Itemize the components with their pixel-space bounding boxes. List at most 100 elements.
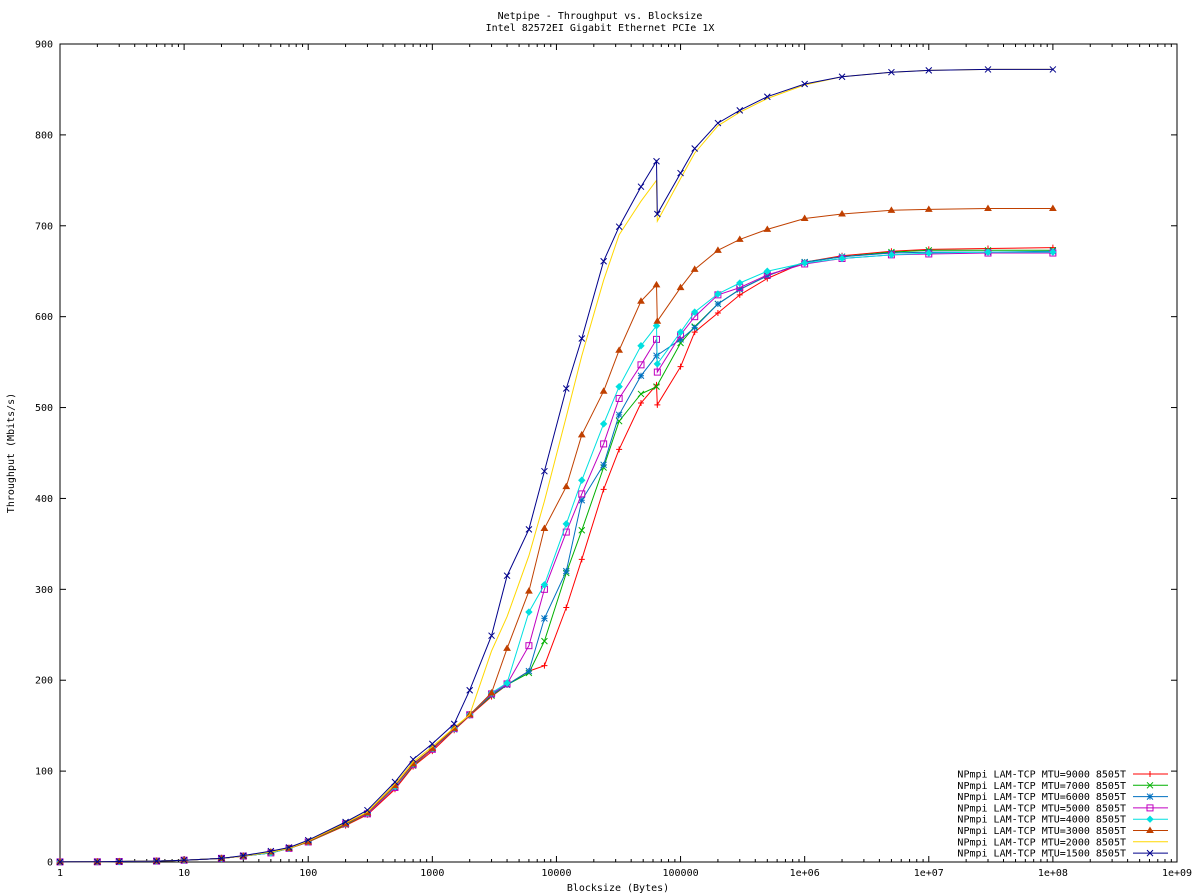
x-marker xyxy=(637,390,645,398)
x-marker xyxy=(838,73,846,81)
x-marker xyxy=(541,467,548,475)
star-marker xyxy=(677,336,684,343)
x-tick-label: 1000 xyxy=(420,868,444,879)
star-marker xyxy=(714,300,722,308)
legend-label: NPmpi LAM-TCP MTU=9000 8505T xyxy=(957,770,1126,781)
y-tick-label: 800 xyxy=(35,130,53,141)
triangle-marker xyxy=(1146,826,1154,833)
series-layer xyxy=(56,66,1057,866)
diamond-marker xyxy=(615,382,623,391)
star-marker xyxy=(562,567,570,575)
x-marker xyxy=(285,844,293,851)
x-marker xyxy=(218,855,225,862)
x-marker xyxy=(888,68,895,76)
diamond-marker xyxy=(503,679,511,687)
legend-label: NPmpi LAM-TCP MTU=6000 8505T xyxy=(957,792,1126,803)
diamond-marker xyxy=(800,259,809,267)
triangle-marker xyxy=(690,265,699,272)
star-marker xyxy=(525,667,533,675)
x-marker xyxy=(180,856,188,864)
star-marker xyxy=(637,372,645,380)
chart-subtitle: Intel 82572EI Gigabit Ethernet PCIe 1X xyxy=(486,23,715,34)
star-marker xyxy=(578,496,586,504)
x-marker xyxy=(391,778,399,786)
diamond-marker xyxy=(1146,815,1154,823)
plus-marker xyxy=(1147,771,1153,777)
triangle-marker xyxy=(487,688,496,696)
chart-title: Netpipe - Throughput vs. Blocksize xyxy=(498,11,703,22)
star-marker xyxy=(736,286,744,293)
x-marker xyxy=(488,632,495,640)
diamond-marker xyxy=(540,581,549,589)
legend-label: NPmpi LAM-TCP MTU=7000 8505T xyxy=(957,781,1126,792)
y-tick-label: 600 xyxy=(35,312,53,323)
x-marker xyxy=(115,858,123,865)
plus-marker xyxy=(578,556,585,563)
y-tick-label: 700 xyxy=(35,221,53,232)
diamond-marker xyxy=(653,360,662,368)
triangle-marker xyxy=(599,387,608,394)
triangle-marker xyxy=(984,204,992,212)
triangle-marker xyxy=(540,524,549,531)
x-marker xyxy=(562,385,570,392)
square-marker xyxy=(1146,804,1154,812)
plus-marker xyxy=(714,310,721,317)
diamond-marker xyxy=(925,249,933,257)
x-marker xyxy=(267,847,275,855)
y-tick-label: 200 xyxy=(35,676,53,687)
x-marker xyxy=(541,637,548,645)
x-tick-label: 1e+06 xyxy=(790,868,820,879)
y-tick-label: 0 xyxy=(47,858,53,869)
star-marker xyxy=(691,324,699,331)
y-tick-label: 100 xyxy=(35,767,53,778)
diamond-marker xyxy=(1049,248,1057,256)
x-tick-label: 1e+08 xyxy=(1038,868,1068,879)
series-8 xyxy=(56,66,1057,866)
legend-label: NPmpi LAM-TCP MTU=4000 8505T xyxy=(957,815,1126,826)
x-marker xyxy=(600,257,607,265)
square-marker xyxy=(653,368,661,376)
x-marker xyxy=(653,383,660,391)
x-marker xyxy=(1049,66,1057,73)
axes: 0 100 200 300 400 500 600 700 800 900 1 10 100 1000 10… xyxy=(35,40,1192,880)
x-tick-label: 10 xyxy=(178,868,190,879)
x-marker xyxy=(466,686,474,694)
legend-label: NPmpi LAM-TCP MTU=5000 8505T xyxy=(957,803,1126,814)
square-marker xyxy=(637,361,645,369)
triangle-marker xyxy=(714,246,722,253)
x-marker xyxy=(503,572,511,580)
y-tick-label: 500 xyxy=(35,403,53,414)
legend-label: NPmpi LAM-TCP MTU=1500 8505T xyxy=(957,849,1126,860)
x-marker xyxy=(239,852,247,859)
plus-marker xyxy=(600,486,607,493)
triangle-marker xyxy=(637,297,645,304)
star-marker xyxy=(763,272,771,280)
triangle-marker xyxy=(503,644,511,651)
star-marker xyxy=(541,615,548,622)
plus-marker xyxy=(677,363,684,370)
x-marker xyxy=(714,119,722,127)
diamond-marker xyxy=(714,290,722,298)
triangle-marker xyxy=(1049,204,1057,212)
triangle-marker xyxy=(838,209,846,217)
legend-label: NPmpi LAM-TCP MTU=2000 8505T xyxy=(957,837,1126,848)
x-marker xyxy=(578,335,586,342)
triangle-marker xyxy=(887,206,896,213)
x-marker xyxy=(1146,849,1154,857)
star-marker xyxy=(600,461,607,469)
x-tick-label: 10000 xyxy=(541,868,571,879)
triangle-marker xyxy=(653,317,662,324)
y-tick-label: 900 xyxy=(35,40,53,51)
diamond-marker xyxy=(637,342,645,350)
x-marker xyxy=(691,145,699,152)
x-marker xyxy=(525,525,533,533)
diamond-marker xyxy=(652,322,661,330)
triangle-marker xyxy=(577,430,586,438)
y-axis-label: Throughput (Mbits/s) xyxy=(6,393,17,513)
y-tick-label: 300 xyxy=(35,585,53,596)
x-marker xyxy=(304,836,312,844)
x-marker xyxy=(763,93,771,101)
x-marker xyxy=(637,183,645,191)
square-marker xyxy=(600,440,608,448)
